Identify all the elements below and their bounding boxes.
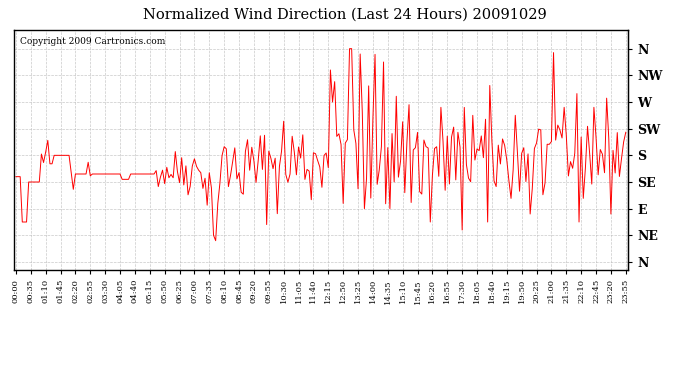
Text: Copyright 2009 Cartronics.com: Copyright 2009 Cartronics.com: [20, 37, 166, 46]
Text: Normalized Wind Direction (Last 24 Hours) 20091029: Normalized Wind Direction (Last 24 Hours…: [143, 8, 547, 21]
